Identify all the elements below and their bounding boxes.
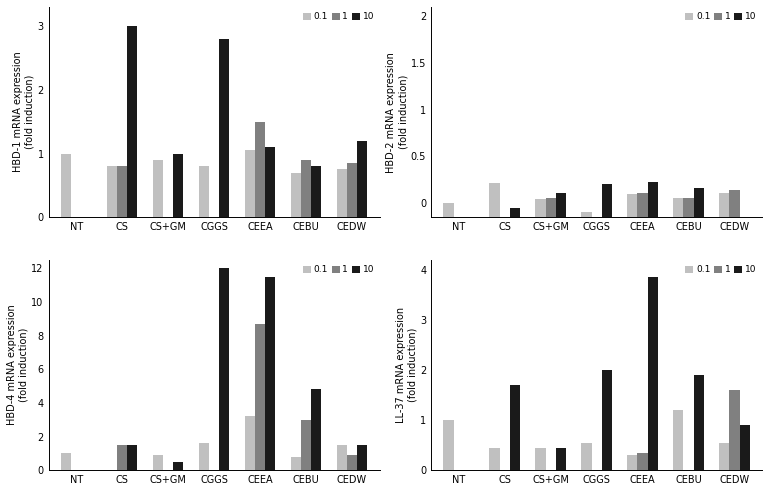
Bar xyxy=(628,455,638,470)
Bar xyxy=(535,448,545,470)
Bar xyxy=(674,410,684,470)
Bar xyxy=(311,390,321,470)
Bar xyxy=(301,420,311,470)
Bar xyxy=(647,277,657,470)
Bar xyxy=(638,453,647,470)
Y-axis label: HBD-4 mRNA expression
(fold induction): HBD-4 mRNA expression (fold induction) xyxy=(7,305,28,426)
Bar xyxy=(740,425,750,470)
Bar xyxy=(581,443,591,470)
Bar xyxy=(444,203,454,492)
Bar xyxy=(347,455,357,470)
Bar xyxy=(719,192,730,492)
Bar xyxy=(291,457,301,470)
Bar xyxy=(694,188,704,492)
Bar xyxy=(255,324,265,470)
Bar xyxy=(545,198,556,492)
Bar xyxy=(127,445,138,470)
Bar xyxy=(245,151,255,217)
Bar xyxy=(117,445,127,470)
Bar xyxy=(357,445,367,470)
Bar xyxy=(489,448,500,470)
Bar xyxy=(245,416,255,470)
Bar xyxy=(601,184,612,492)
Bar xyxy=(173,154,183,217)
Bar xyxy=(740,217,750,492)
Bar xyxy=(219,268,229,470)
Bar xyxy=(337,445,347,470)
Bar xyxy=(301,160,311,217)
Bar xyxy=(153,160,163,217)
Y-axis label: HBD-2 mRNA expression
(fold induction): HBD-2 mRNA expression (fold induction) xyxy=(387,52,408,173)
Bar xyxy=(173,462,183,470)
Bar xyxy=(674,198,684,492)
Bar xyxy=(489,183,500,492)
Bar xyxy=(337,169,347,217)
Bar xyxy=(219,39,229,217)
Bar xyxy=(199,443,209,470)
Bar xyxy=(311,166,321,217)
Y-axis label: LL-37 mRNA expression
(fold induction): LL-37 mRNA expression (fold induction) xyxy=(395,307,418,423)
Bar xyxy=(510,208,520,492)
Bar xyxy=(199,166,209,217)
Bar xyxy=(127,26,138,217)
Bar xyxy=(601,370,612,470)
Bar xyxy=(535,199,545,492)
Bar xyxy=(444,420,454,470)
Bar xyxy=(647,182,657,492)
Bar xyxy=(255,122,265,217)
Bar xyxy=(556,192,566,492)
Bar xyxy=(153,455,163,470)
Bar xyxy=(684,198,694,492)
Bar xyxy=(61,154,71,217)
Bar xyxy=(107,166,117,217)
Bar xyxy=(265,277,275,470)
Bar xyxy=(291,173,301,217)
Legend: 0.1, 1, 10: 0.1, 1, 10 xyxy=(302,264,375,275)
Legend: 0.1, 1, 10: 0.1, 1, 10 xyxy=(302,11,375,22)
Y-axis label: HBD-1 mRNA expression
(fold induction): HBD-1 mRNA expression (fold induction) xyxy=(13,52,35,173)
Bar xyxy=(347,163,357,217)
Bar xyxy=(117,166,127,217)
Bar xyxy=(510,385,520,470)
Bar xyxy=(694,375,704,470)
Bar xyxy=(730,390,740,470)
Bar xyxy=(581,212,591,492)
Bar xyxy=(628,194,638,492)
Legend: 0.1, 1, 10: 0.1, 1, 10 xyxy=(684,264,757,275)
Bar xyxy=(556,448,566,470)
Bar xyxy=(719,443,730,470)
Legend: 0.1, 1, 10: 0.1, 1, 10 xyxy=(684,11,757,22)
Bar xyxy=(265,147,275,217)
Bar xyxy=(357,141,367,217)
Bar xyxy=(730,189,740,492)
Bar xyxy=(61,453,71,470)
Bar xyxy=(638,192,647,492)
